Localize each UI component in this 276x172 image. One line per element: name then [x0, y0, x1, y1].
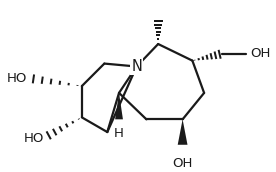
Text: H: H — [114, 127, 124, 140]
Polygon shape — [115, 93, 123, 119]
Text: OH: OH — [250, 47, 270, 60]
Polygon shape — [178, 119, 187, 145]
Text: OH: OH — [172, 157, 193, 169]
Text: HO: HO — [23, 132, 44, 145]
Text: HO: HO — [7, 72, 27, 85]
Text: N: N — [131, 59, 142, 74]
